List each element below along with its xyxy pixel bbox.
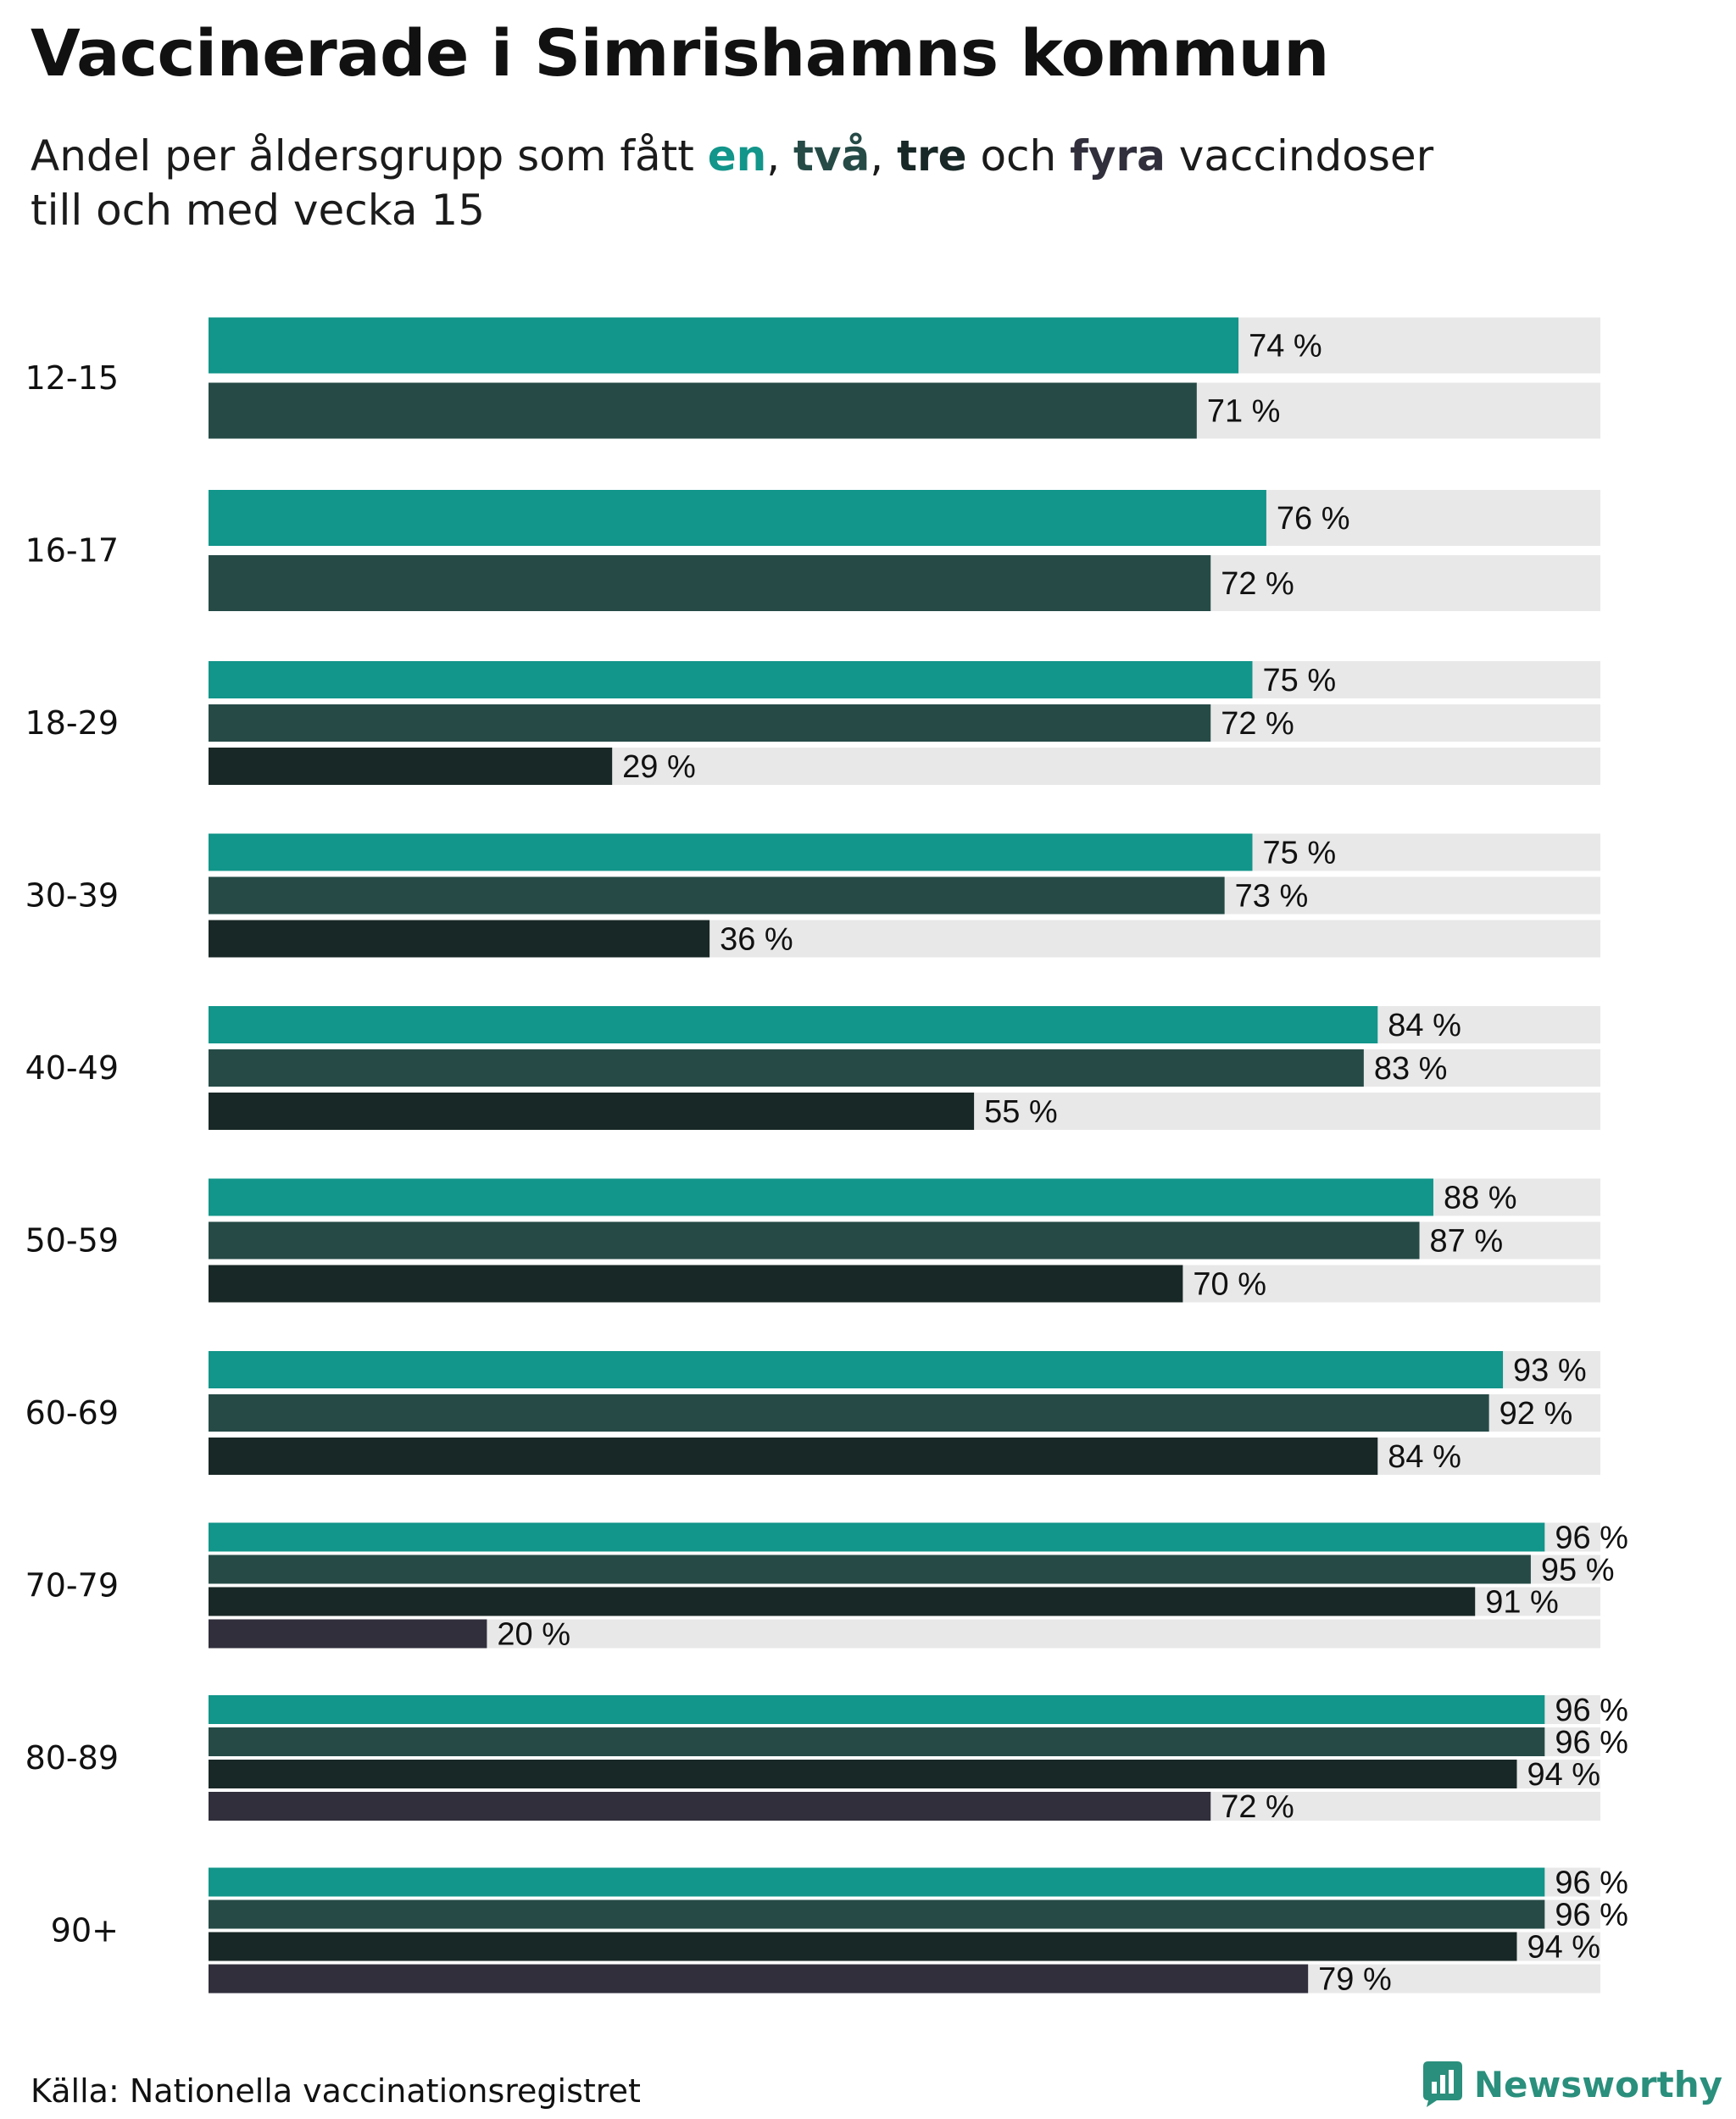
subtitle-sep-2: ,: [870, 131, 898, 181]
bar-en: [209, 661, 1253, 698]
chart-title: Vaccinerade i Simrishamns kommun: [31, 15, 1329, 91]
subtitle-prefix: Andel per åldersgrupp som fått: [31, 131, 708, 181]
bar-två: [209, 1221, 1420, 1260]
age-group-label: 70-79: [25, 1567, 119, 1605]
bar-tre: [209, 1932, 1517, 1961]
brand-name: Newsworthy: [1473, 2063, 1722, 2105]
bar-value-label: 71 %: [1207, 394, 1281, 430]
bar-value-label: 92 %: [1500, 1396, 1573, 1432]
bar-en: [209, 833, 1253, 871]
bar-två: [209, 876, 1225, 915]
bar-value-label: 93 %: [1513, 1353, 1587, 1388]
bar-en: [209, 1006, 1378, 1043]
bar-tre: [209, 1265, 1183, 1303]
bar-value-label: 84 %: [1388, 1008, 1461, 1043]
bar-en: [209, 490, 1266, 546]
bar-chart: 12-15 74 % 71 % 16-17 76 % 72 % 18-29 75 % 72 % 2…: [25, 317, 1628, 1998]
bar-två: [209, 1899, 1545, 1929]
bar-value-label: 76 %: [1277, 501, 1350, 537]
bar-value-label: 94 %: [1527, 1757, 1600, 1793]
subtitle-dose-three: tre: [897, 131, 967, 181]
bar-value-label: 84 %: [1388, 1439, 1461, 1475]
subtitle-dose-two: två: [793, 131, 871, 181]
bar-value-label: 29 %: [622, 749, 696, 785]
bar-value-label: 96 %: [1555, 1866, 1628, 1901]
age-group-label: 90+: [51, 1912, 119, 1949]
bar-value-label: 96 %: [1555, 1521, 1628, 1556]
bar-tre: [209, 748, 613, 785]
bar-fyra: [209, 1619, 487, 1649]
age-group-label: 40-49: [25, 1049, 119, 1087]
bar-value-label: 72 %: [1221, 1789, 1294, 1825]
bar-value-label: 55 %: [984, 1094, 1058, 1130]
age-group-label: 50-59: [25, 1222, 119, 1260]
bar-en: [209, 1695, 1545, 1724]
chart-subtitle: Andel per åldersgrupp som fått en, två, …: [31, 129, 1641, 237]
bar-value-label: 83 %: [1374, 1051, 1448, 1087]
brand-logo: Newsworthy: [1422, 2061, 1722, 2107]
subtitle-dose-four: fyra: [1070, 131, 1166, 181]
bar-value-label: 79 %: [1318, 1962, 1392, 1998]
bar-tre: [209, 1093, 975, 1130]
bar-två: [209, 1727, 1545, 1756]
bar-value-label: 94 %: [1527, 1930, 1600, 1966]
age-group-label: 60-69: [25, 1394, 119, 1432]
bar-value-label: 36 %: [720, 922, 793, 958]
age-group-label: 80-89: [25, 1739, 119, 1777]
bar-value-label: 96 %: [1555, 1693, 1628, 1728]
bar-en: [209, 1522, 1545, 1552]
bar-value-label: 96 %: [1555, 1898, 1628, 1933]
bar-en: [209, 1351, 1504, 1388]
bar-två: [209, 555, 1211, 611]
subtitle-sep-1: ,: [766, 131, 794, 181]
bar-tre: [209, 920, 710, 958]
bar-två: [209, 382, 1197, 439]
bar-två: [209, 704, 1211, 742]
bar-fyra: [209, 1792, 1211, 1821]
bar-två: [209, 1049, 1364, 1087]
bar-tre: [209, 1438, 1378, 1475]
bar-value-label: 73 %: [1235, 879, 1309, 915]
subtitle-line-2: till och med vecka 15: [31, 186, 486, 235]
bar-value-label: 75 %: [1263, 836, 1337, 871]
bar-value-label: 96 %: [1555, 1725, 1628, 1760]
subtitle-sep-3: och: [966, 131, 1071, 181]
age-group-label: 12-15: [25, 359, 119, 397]
bar-value-label: 95 %: [1541, 1553, 1615, 1588]
bar-en: [209, 1178, 1433, 1216]
bar-value-label: 88 %: [1444, 1181, 1517, 1216]
bar-value-label: 72 %: [1221, 566, 1294, 602]
bar-value-label: 74 %: [1249, 329, 1322, 364]
subtitle-suffix: vaccindoser: [1165, 131, 1434, 181]
bar-en: [209, 317, 1239, 374]
bar-value-label: 91 %: [1485, 1585, 1559, 1621]
bar-tre: [209, 1760, 1517, 1788]
bar-value-label: 87 %: [1430, 1224, 1504, 1260]
age-group-label: 18-29: [25, 704, 119, 742]
bar-två: [209, 1554, 1531, 1584]
bar-två: [209, 1394, 1489, 1432]
bar-en: [209, 1867, 1545, 1897]
bar-fyra: [209, 1964, 1309, 1994]
bar-value-label: 75 %: [1263, 663, 1337, 698]
newsworthy-logo-icon: [1422, 2061, 1462, 2107]
bar-value-label: 70 %: [1193, 1267, 1266, 1303]
bar-value-label: 72 %: [1221, 706, 1294, 742]
bar-tre: [209, 1587, 1476, 1616]
source-note: Källa: Nationella vaccinationsregistret: [31, 2072, 641, 2110]
age-group-label: 16-17: [25, 532, 119, 570]
subtitle-dose-one: en: [707, 131, 767, 181]
bar-value-label: 20 %: [497, 1617, 570, 1653]
age-group-label: 30-39: [25, 877, 119, 915]
